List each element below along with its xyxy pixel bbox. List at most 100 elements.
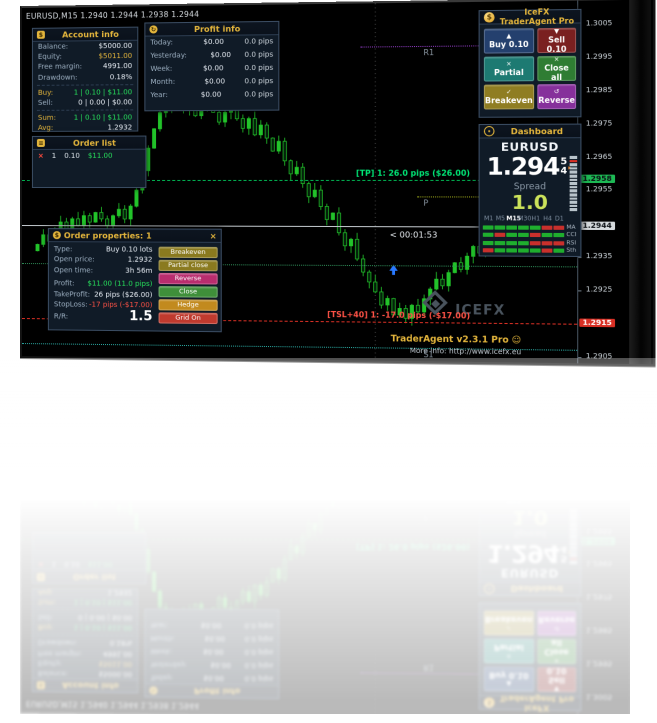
sell-button[interactable]: ▼ Sell 0.10 bbox=[537, 27, 577, 54]
open-price-value: 1.2932 bbox=[127, 255, 153, 265]
signal-cell-up bbox=[518, 240, 529, 245]
signal-cell-down bbox=[541, 248, 553, 253]
delete-order-icon[interactable]: × bbox=[37, 151, 44, 160]
axis-price-badge: 1.2958 bbox=[579, 175, 616, 184]
order-list-title: Order list bbox=[73, 138, 116, 148]
type-row: Type: Buy 0.10 lots bbox=[52, 244, 155, 255]
free-margin-value: 4991.00 bbox=[103, 62, 133, 71]
axis-tick-label: 1.2975 bbox=[585, 118, 613, 128]
smiley-icon: ☺ bbox=[511, 335, 522, 346]
account-info-header[interactable]: $ Account info bbox=[32, 27, 138, 42]
gauge-segment bbox=[569, 174, 578, 178]
signal-cell-up bbox=[529, 225, 541, 230]
money-bag-icon: $ bbox=[483, 12, 495, 23]
sell-button-label: Sell 0.10 bbox=[546, 34, 567, 54]
dashboard-icon bbox=[483, 126, 495, 137]
matrix-header: M1 M5 M15 M30 H1 H4 D1 bbox=[483, 216, 577, 222]
gauge-segment bbox=[569, 159, 578, 163]
signal-cell-up bbox=[518, 225, 529, 230]
buy-button[interactable]: ▲ Buy 0.10 bbox=[483, 28, 534, 54]
close-all-button-label: Close all bbox=[544, 62, 569, 82]
close-panel-icon[interactable]: × bbox=[209, 231, 217, 241]
x-icon: × bbox=[506, 60, 512, 68]
order-lots: 0.10 bbox=[64, 151, 80, 160]
gauge-segment bbox=[569, 167, 578, 170]
monitor: EURUSD,M15 1.2940 1.2944 1.2938 1.2944 <… bbox=[20, 353, 656, 723]
trader-agent-version: TraderAgent v2.3.1 Pro ☺ bbox=[391, 334, 522, 346]
trader-agent-title: IceFX TraderAgent Pro bbox=[499, 7, 575, 27]
month-label: Month: bbox=[150, 77, 176, 87]
sell-label: Sell: bbox=[37, 98, 53, 107]
partial-button-label: Partial bbox=[493, 67, 524, 78]
axis-price-badge: 1.2944 bbox=[579, 221, 616, 231]
trade-buttons-grid: ▲ Buy 0.10 ▼ Sell 0.10 × Partial × Close all… bbox=[480, 23, 581, 113]
drawdown-row: Drawdown: 0.18% bbox=[33, 72, 137, 83]
year-label: Year: bbox=[150, 90, 168, 100]
gauge-segment bbox=[569, 200, 578, 204]
trader-agent-header[interactable]: $ IceFX TraderAgent Pro bbox=[479, 7, 581, 27]
signal-cell-up bbox=[494, 248, 506, 253]
gauge-segment bbox=[569, 208, 578, 212]
separator bbox=[36, 83, 134, 86]
year-usd: $0.00 bbox=[200, 90, 222, 99]
hedge-button[interactable]: Hedge bbox=[158, 299, 218, 311]
timeframe-M15: M15 bbox=[506, 216, 522, 223]
partial-close-button[interactable]: Partial close bbox=[158, 259, 218, 271]
open-time-label: Open time: bbox=[53, 266, 94, 275]
price-main: 1.294 bbox=[486, 153, 560, 181]
order-properties-fields: Type: Buy 0.10 lots Open price: 1.2932 Ope… bbox=[52, 244, 155, 325]
reverse-button[interactable]: Reverse bbox=[158, 272, 218, 284]
partial-button[interactable]: × Partial bbox=[483, 56, 534, 82]
up-arrow-icon: ▲ bbox=[506, 32, 512, 40]
timeframe-M5: M5 bbox=[495, 216, 506, 223]
reverse-all-button[interactable]: ↺ Reverse bbox=[537, 83, 577, 110]
monitor-side-bezel bbox=[629, 0, 651, 365]
axis-tick bbox=[578, 356, 582, 358]
axis-tick bbox=[578, 290, 582, 292]
matrix-row-label: RSI bbox=[566, 239, 577, 247]
dashboard-header[interactable]: Dashboard bbox=[479, 124, 581, 139]
breakeven-all-button-label: Breakeven bbox=[484, 95, 533, 106]
profit-today-row: Today: $0.00 0.0 pips bbox=[145, 35, 278, 50]
reflection-fade bbox=[0, 358, 657, 500]
dashboard-title: Dashboard bbox=[510, 126, 564, 136]
equity-value: $5011.00 bbox=[98, 52, 133, 61]
signal-cell-down bbox=[529, 240, 541, 245]
dashboard-panel: Dashboard EURUSD 1.294 54 ► Spread 1.0 M… bbox=[478, 123, 582, 258]
gauge-segment bbox=[569, 189, 578, 193]
breakeven-all-button[interactable]: ✓ Breakeven bbox=[483, 84, 534, 110]
gauge-segment bbox=[569, 182, 578, 185]
reverse-icon: ↺ bbox=[553, 88, 560, 96]
order-list-row[interactable]: × 1 0.10 $11.00 bbox=[33, 150, 145, 162]
candle-countdown: < 00:01:53 bbox=[389, 230, 438, 240]
close-button[interactable]: Close bbox=[158, 286, 218, 298]
gauge-segment bbox=[569, 163, 578, 167]
profit-icon: ↻ bbox=[149, 25, 158, 34]
dashboard-symbol: EURUSD bbox=[500, 140, 559, 154]
matrix-row-CCI: CCI bbox=[482, 232, 577, 239]
x-icon: × bbox=[553, 55, 560, 63]
order-properties-header[interactable]: $ Order properties: 1 × bbox=[48, 229, 221, 243]
month-pips: 0.0 pips bbox=[244, 77, 274, 86]
trader-agent-panel: $ IceFX TraderAgent Pro ▲ Buy 0.10 ▼ Sell … bbox=[478, 7, 582, 118]
signal-cell-up bbox=[553, 248, 565, 253]
close-all-button[interactable]: × Close all bbox=[537, 55, 577, 82]
gauge-segment bbox=[569, 170, 578, 174]
account-info-panel: $ Account info Balance: $5000.00 Equity: $… bbox=[31, 26, 139, 132]
signal-cell-up bbox=[553, 232, 565, 238]
order-list-header[interactable]: ≡ Order list bbox=[32, 136, 146, 150]
coin-icon: $ bbox=[52, 231, 61, 240]
grid-on-button[interactable]: Grid On bbox=[158, 312, 218, 324]
line-label-r1: R1 bbox=[423, 47, 435, 57]
breakeven-button[interactable]: Breakeven bbox=[158, 246, 218, 258]
balance-value: $5000.00 bbox=[98, 41, 133, 51]
free-margin-label: Free margin: bbox=[37, 62, 83, 72]
signal-cell-up bbox=[494, 224, 506, 230]
signal-cell-down bbox=[494, 232, 506, 237]
signal-cell-down bbox=[482, 248, 494, 253]
matrix-row-RSI: RSI bbox=[482, 239, 577, 247]
buy-summary-row: Buy: 1 | 0.10 | $11.00 bbox=[33, 87, 137, 98]
gauge-segment bbox=[569, 193, 578, 197]
sell-value: 0 | 0.00 | $0.00 bbox=[78, 98, 133, 107]
